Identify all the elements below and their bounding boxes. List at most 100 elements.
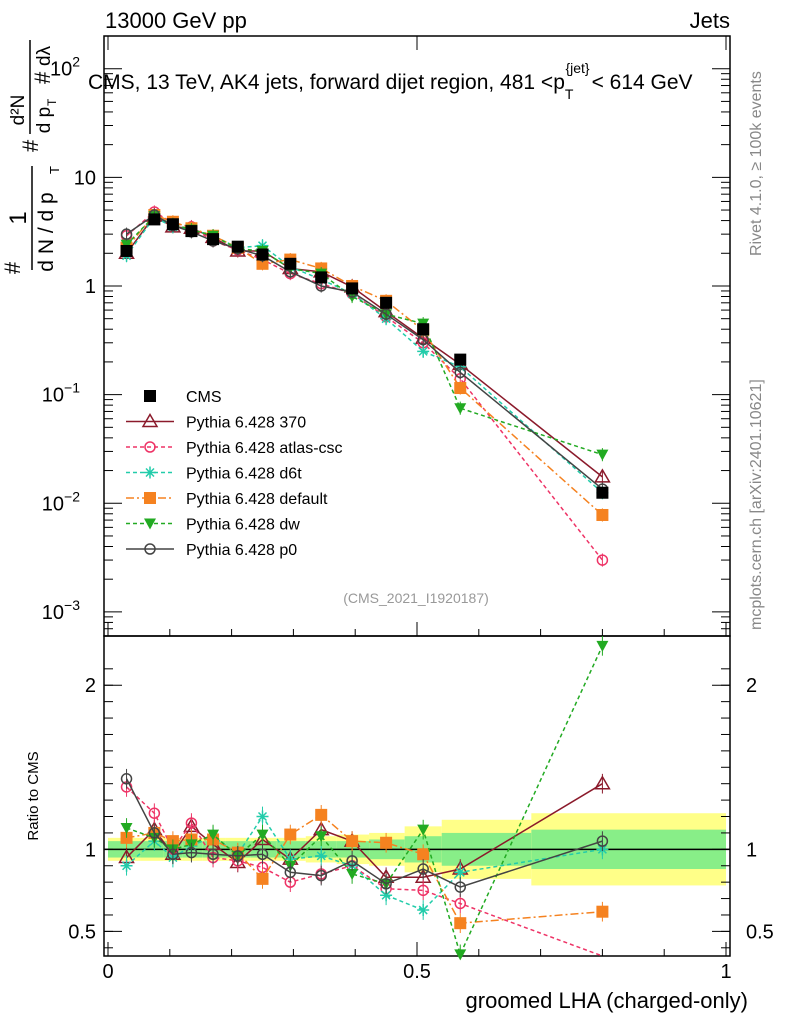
- series-1-main-point: [596, 554, 609, 566]
- y-label-dlambda: dλ: [34, 45, 55, 66]
- ratio-y-tick-label: 1: [85, 839, 96, 861]
- y-label-hash-right: #: [30, 71, 55, 84]
- cms-data-point: [120, 244, 133, 257]
- series-4-ratio-point: [596, 640, 609, 652]
- rivet-version-text: Rivet 4.1.0, ≥ 100k events: [748, 71, 765, 256]
- series-4-ratio-point: [256, 829, 269, 841]
- y-label-dp: d p: [34, 107, 55, 133]
- ratio-y-label: Ratio to CMS: [25, 751, 42, 840]
- series-4-ratio-point: [207, 829, 220, 841]
- y-tick-label: 10−2: [42, 488, 80, 515]
- series-5-main-point: [454, 366, 467, 379]
- cms-data-point: [417, 323, 430, 336]
- series-5-ratio-point: [596, 835, 609, 847]
- series-1-main-line: [126, 211, 603, 561]
- series-2-ratio-line: [126, 815, 603, 911]
- series-4-ratio-line: [126, 645, 604, 957]
- series-2-ratio-point: [315, 849, 328, 862]
- cms-data-point: [166, 218, 179, 231]
- legend-marker-3: [144, 492, 156, 504]
- x-axis-label: groomed LHA (charged-only): [466, 988, 748, 1013]
- cms-data-point: [231, 240, 244, 253]
- cms-data-point: [454, 353, 467, 366]
- axis-ticks: 0 0.5 1 10−3 10−2 10−1 1 10 102 0.5 0.5 1 1 2 2: [42, 35, 774, 983]
- series-5-ratio-point: [256, 848, 269, 861]
- series-5-ratio-line: [125, 778, 603, 888]
- series-1-ratio-point: [417, 884, 429, 897]
- legend-marker-1: [144, 441, 156, 453]
- y-label-denominator-sub: T: [47, 166, 62, 174]
- ratio-y-tick-label-right: 0.5: [746, 921, 774, 943]
- category-label: Jets: [690, 8, 730, 33]
- series-1-ratio-point: [148, 807, 161, 819]
- series-2-main-point: [417, 345, 430, 358]
- plot-title-main: CMS, 13 TeV, AK4 jets, forward dijet reg…: [88, 71, 565, 94]
- series-3-ratio-point: [346, 835, 359, 848]
- series-5-ratio-point: [148, 827, 161, 839]
- series-0-main-line: [125, 215, 603, 478]
- series-4-ratio-point: [120, 823, 133, 834]
- series-3-ratio-point: [315, 808, 328, 821]
- cms-data-point: [185, 225, 198, 238]
- cms-data-point: [346, 282, 359, 295]
- series-1-ratio-point: [185, 817, 198, 829]
- series-2-ratio-point: [380, 889, 393, 902]
- legend-label-4: Pythia 6.428 dw: [186, 517, 300, 534]
- legend-marker-2: [144, 466, 156, 479]
- series-5-ratio-point: [315, 869, 327, 882]
- series-3-ratio-point: [284, 828, 297, 841]
- y-tick-label: 10: [74, 167, 96, 189]
- series-1-ratio-point: [454, 897, 467, 910]
- y-label-hash-left: #: [0, 261, 25, 274]
- plot-title-sub: T: [565, 86, 574, 102]
- ratio-y-tick-label-right: 1: [746, 839, 757, 861]
- cms-data-point: [207, 233, 220, 246]
- series-5-main-point: [380, 308, 392, 320]
- legend-marker-cms: [144, 390, 156, 402]
- plot-title: CMS, 13 TeV, AK4 jets, forward dijet reg…: [88, 60, 693, 102]
- ratio-y-tick-label-right: 2: [746, 675, 757, 697]
- series-4-ratio-point: [346, 868, 359, 880]
- x-tick-label: 0: [102, 961, 113, 983]
- cms-data-point: [148, 213, 161, 226]
- main-series-group: [118, 205, 611, 567]
- series-5-ratio-point: [167, 848, 179, 861]
- series-3-ratio-point: [380, 836, 393, 849]
- cms-data-point: [284, 257, 297, 270]
- cms-data-point: [256, 248, 269, 261]
- plot-title-end: < 614 GeV: [592, 71, 693, 94]
- series-3-ratio-point: [256, 872, 269, 885]
- series-4-ratio-point: [315, 831, 328, 843]
- series-4-main-point: [596, 449, 609, 461]
- series-5-ratio-point: [207, 848, 219, 861]
- y-tick-label: 10−3: [42, 597, 80, 624]
- legend-label-5: Pythia 6.428 p0: [186, 542, 297, 559]
- y-label-dp-sub: T: [45, 98, 59, 106]
- y-label-denominator: d N / d p: [35, 192, 58, 271]
- series-3-main-point: [596, 508, 609, 521]
- series-4-ratio-point: [417, 824, 430, 836]
- y-tick-label: 102: [50, 54, 80, 81]
- plot-title-sup: {jet}: [565, 60, 589, 76]
- series-5-ratio-point: [380, 878, 392, 890]
- legend-label-0: Pythia 6.428 370: [186, 415, 306, 432]
- series-5-ratio-point: [417, 863, 429, 875]
- energy-label: 13000 GeV pp: [105, 8, 247, 33]
- y-tick-label: 1: [85, 276, 96, 298]
- series-0-ratio-point: [594, 775, 611, 790]
- series-2-ratio-point: [417, 904, 430, 917]
- series-3-ratio-point: [596, 905, 609, 918]
- cms-data-point: [380, 296, 393, 309]
- series-3-main-point: [256, 257, 269, 270]
- main-y-label: # 1 d N / d p T # d²N d p T # dλ: [0, 40, 62, 274]
- ratio-panel-frame: [103, 635, 731, 957]
- cms-data-point: [315, 271, 328, 284]
- series-0-main-point: [594, 468, 611, 483]
- legend-marker-0: [141, 413, 159, 428]
- series-4-main-point: [454, 403, 467, 415]
- legend-marker-5: [144, 543, 156, 555]
- series-2-ratio-point: [256, 810, 269, 823]
- series-3-ratio-point: [454, 917, 467, 930]
- series-5-ratio-point: [454, 881, 467, 893]
- series-2-ratio-point: [120, 859, 133, 872]
